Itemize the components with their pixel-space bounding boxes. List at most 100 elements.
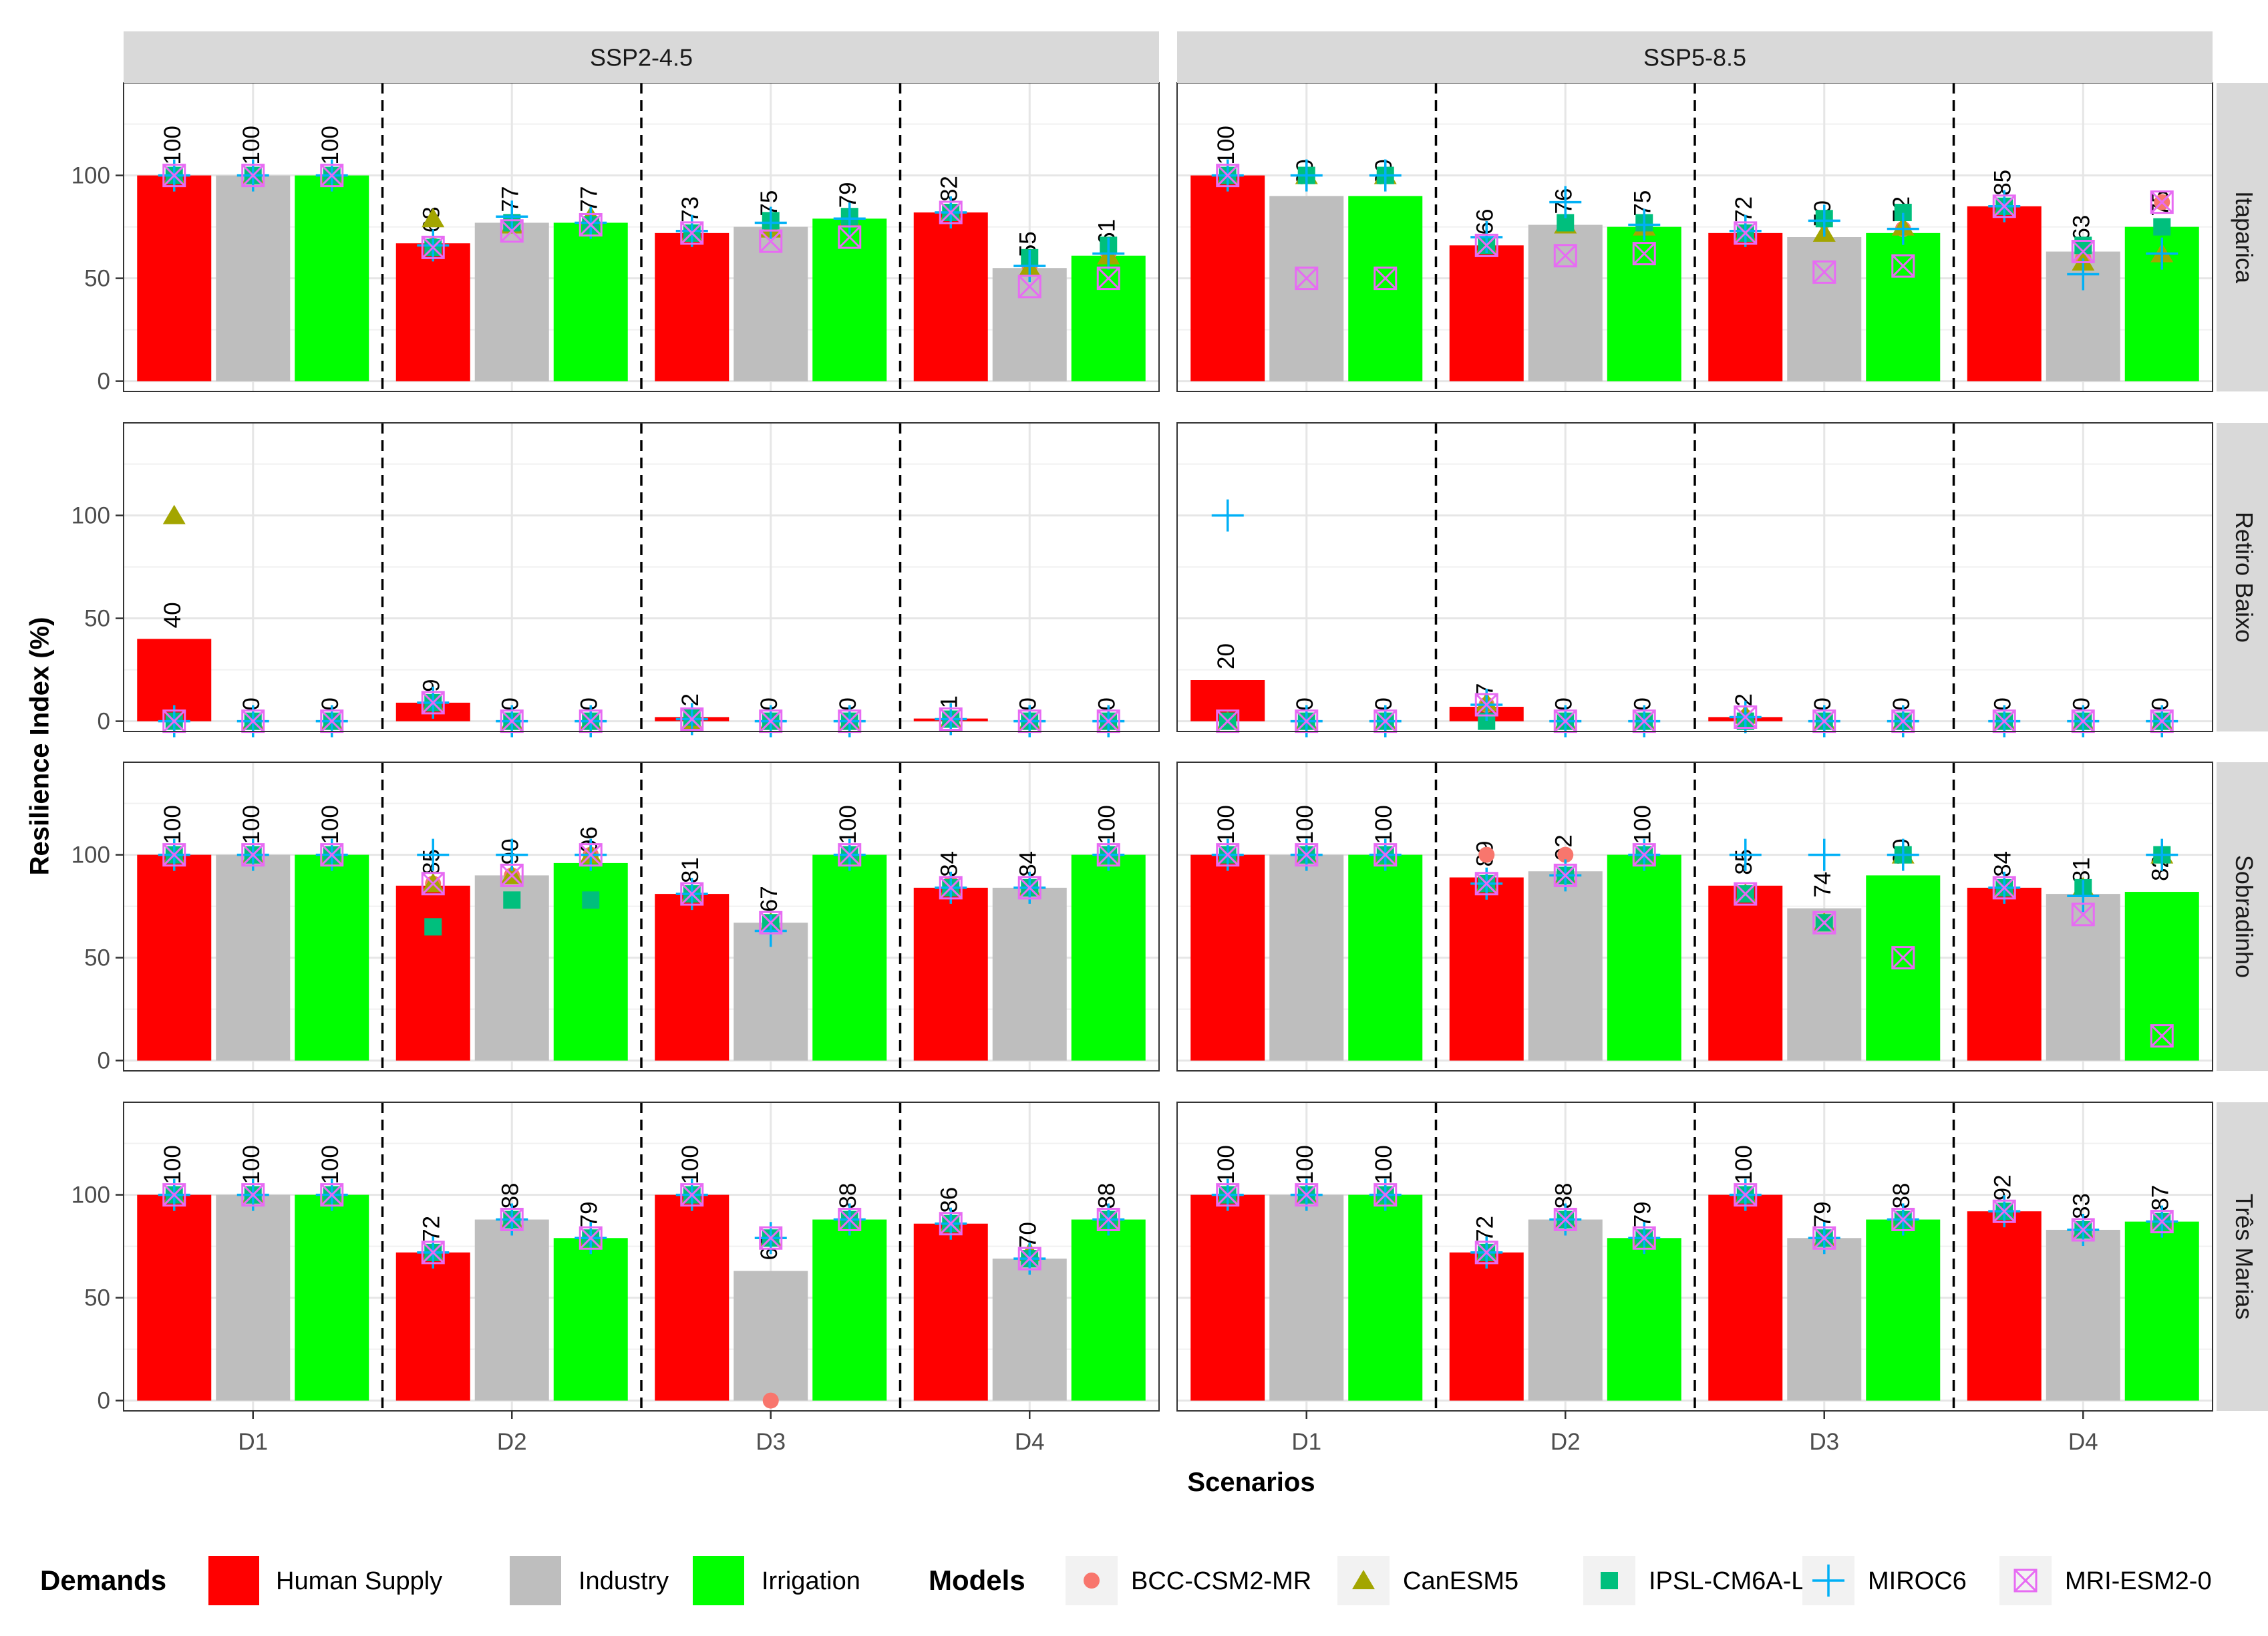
value-label: 100 bbox=[317, 126, 343, 164]
marker-mri-esm2-0 bbox=[2071, 903, 2095, 927]
marker-mri-esm2-0 bbox=[680, 1183, 704, 1207]
y-tick-label: 50 bbox=[84, 1285, 110, 1311]
column-strip-ssp5-8-5: SSP5-8.5 bbox=[1177, 31, 2213, 83]
value-label: 86 bbox=[937, 1187, 963, 1213]
value-label: 20 bbox=[1213, 643, 1239, 669]
legend-item-industry: Industry bbox=[510, 1556, 669, 1605]
y-tick-label: 50 bbox=[84, 606, 110, 632]
value-label: 0 bbox=[2069, 697, 2095, 710]
bar-itaparica-ssp2-4-5-d1-irrigation bbox=[295, 175, 369, 381]
bar-itaparica-ssp5-8-5-d3-irrigation bbox=[1866, 232, 1941, 381]
marker-miroc6 bbox=[2067, 880, 2100, 913]
marker-ipsl-cm6a-lr bbox=[424, 918, 442, 936]
bar-sobradinho-ssp5-8-5-d1-human-supply bbox=[1190, 854, 1265, 1061]
legend-title-demands: Demands bbox=[40, 1565, 166, 1596]
legend-marker-ipsl-cm6a-lr bbox=[1601, 1572, 1618, 1589]
bar-sobradinho-ssp2-4-5-d1-irrigation bbox=[295, 854, 369, 1061]
marker-mri-esm2-0 bbox=[1096, 843, 1120, 867]
value-label: 84 bbox=[937, 851, 963, 877]
strip-label: Sobradinho bbox=[2231, 855, 2258, 978]
panel-tres-marias-ssp5-8-5: 100 100 100 72 88 79 100 79 88 92 83 87 D1 D2 D3 D4 bbox=[1176, 1102, 2213, 1455]
marker-mri-esm2-0 bbox=[1096, 1208, 1120, 1232]
marker-mri-esm2-0 bbox=[1632, 242, 1656, 266]
bar-itaparica-ssp2-4-5-d3-industry bbox=[734, 226, 808, 381]
value-label: 81 bbox=[677, 857, 703, 883]
marker-mri-esm2-0 bbox=[1812, 260, 1836, 284]
bar-itaparica-ssp5-8-5-d3-industry bbox=[1787, 237, 1862, 381]
marker-mri-esm2-0 bbox=[162, 843, 186, 867]
marker-mri-esm2-0 bbox=[1891, 946, 1915, 970]
value-label: 70 bbox=[1015, 1222, 1041, 1248]
marker-mri-esm2-0 bbox=[1474, 872, 1498, 896]
x-tick-label: D1 bbox=[1291, 1429, 1321, 1455]
marker-bcc-csm2-mr bbox=[762, 1392, 779, 1409]
bar-tres-marias-ssp2-4-5-d3-industry bbox=[734, 1271, 808, 1401]
bar-itaparica-ssp5-8-5-d3-human-supply bbox=[1708, 232, 1783, 381]
marker-mri-esm2-0 bbox=[421, 235, 445, 259]
legend-item-miroc6: MIROC6 bbox=[1802, 1556, 1967, 1605]
marker-mri-esm2-0 bbox=[241, 843, 265, 867]
row-strip-sobradinho: Sobradinho bbox=[2217, 762, 2268, 1071]
bar-sobradinho-ssp5-8-5-d2-industry bbox=[1528, 871, 1603, 1061]
marker-mri-esm2-0 bbox=[1812, 1226, 1836, 1250]
value-label: 82 bbox=[937, 176, 963, 202]
bar-itaparica-ssp2-4-5-d2-irrigation bbox=[553, 222, 628, 381]
bar-tres-marias-ssp5-8-5-d1-industry bbox=[1269, 1194, 1344, 1401]
marker-mri-esm2-0 bbox=[1891, 1208, 1915, 1232]
marker-mri-esm2-0 bbox=[1373, 1183, 1398, 1207]
marker-mri-esm2-0 bbox=[759, 911, 783, 935]
x-tick-label: D3 bbox=[1809, 1429, 1839, 1455]
marker-mri-esm2-0 bbox=[1216, 1183, 1240, 1207]
value-label: 0 bbox=[1371, 697, 1397, 710]
bar-sobradinho-ssp2-4-5-d3-irrigation bbox=[812, 854, 887, 1061]
bar-sobradinho-ssp2-4-5-d1-industry bbox=[216, 854, 291, 1061]
value-label: 88 bbox=[1094, 1183, 1120, 1209]
x-tick-label: D1 bbox=[238, 1429, 268, 1455]
value-label: 0 bbox=[1551, 697, 1577, 710]
y-tick-label: 0 bbox=[98, 369, 110, 395]
marker-mri-esm2-0 bbox=[162, 164, 186, 188]
bar-tres-marias-ssp5-8-5-d2-industry bbox=[1528, 1219, 1603, 1401]
marker-mri-esm2-0 bbox=[939, 707, 963, 731]
bar-tres-marias-ssp2-4-5-d1-industry bbox=[216, 1194, 291, 1401]
value-label: 72 bbox=[1472, 1216, 1498, 1242]
marker-mri-esm2-0 bbox=[939, 876, 963, 900]
marker-mri-esm2-0 bbox=[1992, 1199, 2016, 1223]
legend-label: Human Supply bbox=[276, 1567, 442, 1595]
marker-canesm5 bbox=[422, 208, 445, 228]
value-label: 100 bbox=[1213, 126, 1239, 164]
strip-background bbox=[2217, 423, 2268, 731]
marker-miroc6 bbox=[1290, 159, 1323, 192]
value-label: 100 bbox=[160, 1145, 186, 1184]
bar-tres-marias-ssp2-4-5-d2-human-supply bbox=[395, 1252, 470, 1401]
bar-sobradinho-ssp2-4-5-d4-irrigation bbox=[1071, 854, 1146, 1061]
marker-mri-esm2-0 bbox=[579, 213, 603, 237]
bar-tres-marias-ssp2-4-5-d3-irrigation bbox=[812, 1219, 887, 1401]
marker-mri-esm2-0 bbox=[2150, 1210, 2174, 1234]
bar-tres-marias-ssp5-8-5-d4-human-supply bbox=[1967, 1211, 2042, 1401]
legend-key-irrigation bbox=[693, 1556, 744, 1605]
value-label: 0 bbox=[498, 697, 524, 710]
bar-sobradinho-ssp5-8-5-d2-irrigation bbox=[1607, 854, 1681, 1061]
marker-ipsl-cm6a-lr bbox=[503, 891, 521, 909]
column-strip-ssp2-4-5: SSP2-4.5 bbox=[124, 31, 1159, 83]
value-label: 92 bbox=[1990, 1174, 2016, 1200]
bar-sobradinho-ssp5-8-5-d3-human-supply bbox=[1708, 885, 1783, 1061]
value-label: 2 bbox=[1731, 693, 1757, 706]
marker-mri-esm2-0 bbox=[759, 1226, 783, 1250]
y-tick-label: 100 bbox=[71, 503, 110, 529]
value-label: 100 bbox=[1371, 805, 1397, 844]
marker-mri-esm2-0 bbox=[500, 219, 524, 243]
value-label: 100 bbox=[238, 126, 265, 164]
bar-tres-marias-ssp2-4-5-d2-industry bbox=[474, 1219, 549, 1401]
value-label: 2 bbox=[677, 693, 703, 706]
marker-mri-esm2-0 bbox=[162, 1183, 186, 1207]
x-tick-label: D3 bbox=[756, 1429, 786, 1455]
legend-label: Industry bbox=[579, 1567, 669, 1595]
value-label: 100 bbox=[238, 1145, 265, 1184]
value-label: 100 bbox=[317, 805, 343, 844]
bar-itaparica-ssp5-8-5-d1-human-supply bbox=[1190, 175, 1265, 381]
marker-mri-esm2-0 bbox=[1373, 267, 1398, 291]
